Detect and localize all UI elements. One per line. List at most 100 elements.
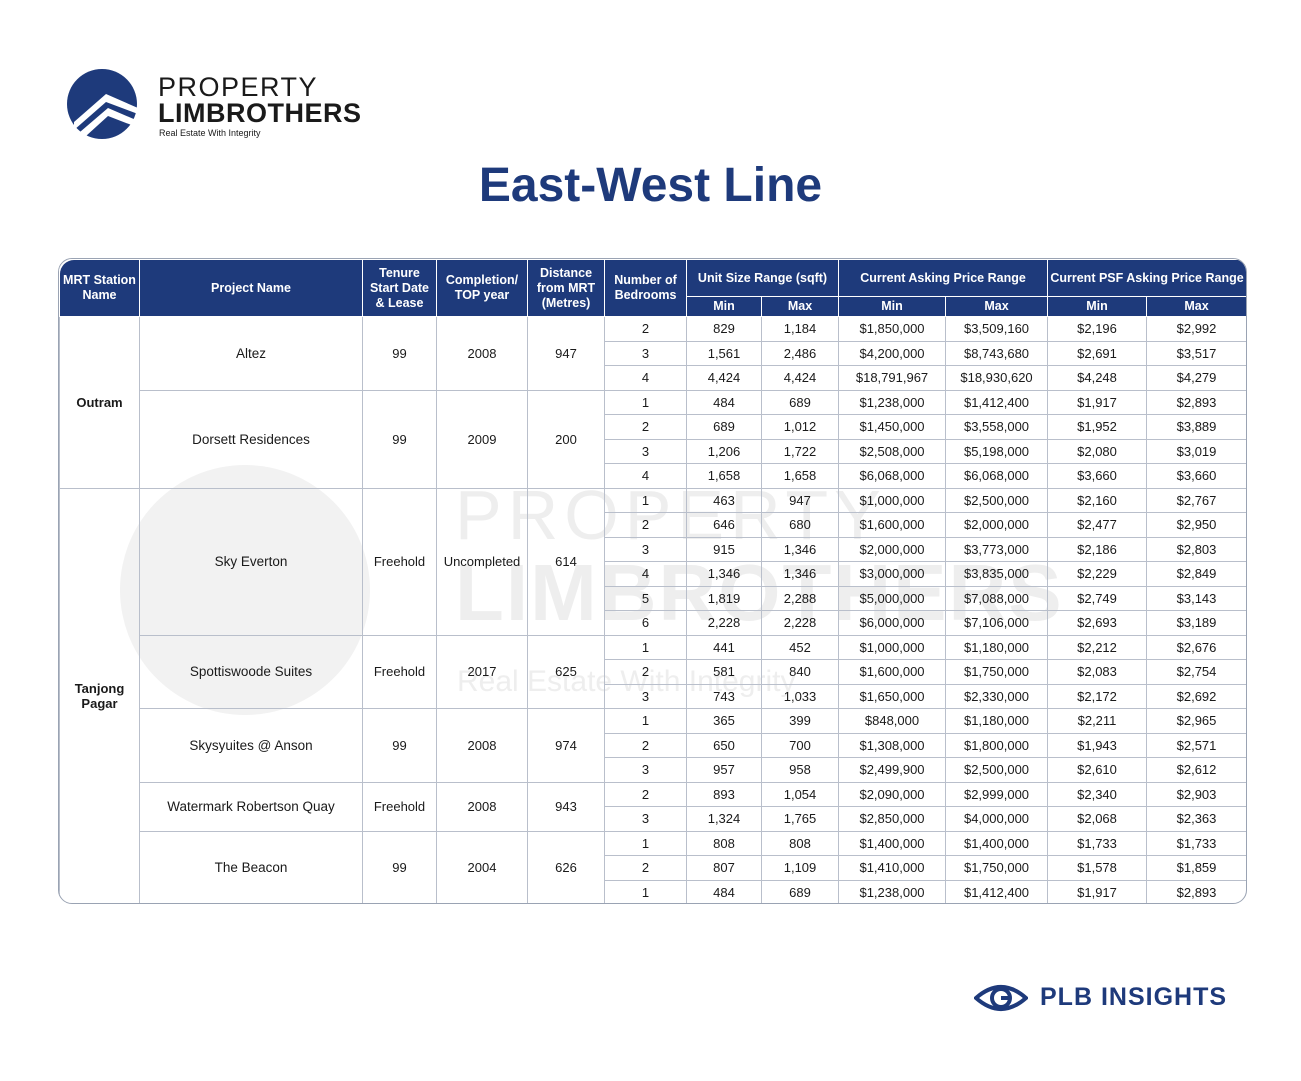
asking-max-cell: $7,088,000 [945,585,1049,611]
header-asking-price: Current Asking Price Range [838,259,1049,297]
bedrooms-cell: 3 [604,806,687,832]
psf-max-cell: $3,517 [1146,340,1246,366]
asking-min-cell: $2,850,000 [838,806,947,832]
psf-max-cell: $2,893 [1146,389,1246,415]
psf-min-cell: $2,083 [1047,659,1148,685]
unit-size-max-cell: 1,109 [760,855,840,881]
table-row: 2 646 680 $1,600,000 $2,000,000 $2,477 $2,950 [60,512,1246,538]
bedrooms-cell: 5 [604,585,687,611]
psf-min-cell: $2,477 [1047,512,1148,538]
unit-size-min-cell: 581 [686,659,762,685]
unit-size-max-cell: 689 [760,389,840,415]
header-unit-size: Unit Size Range (sqft) [685,259,840,297]
asking-min-cell: $6,068,000 [838,463,947,489]
unit-size-max-cell: 2,486 [760,340,840,366]
header-project: Project Name [139,259,363,317]
psf-min-cell: $2,693 [1047,610,1148,636]
asking-max-cell: $2,000,000 [945,512,1049,538]
unit-size-max-cell: 808 [760,830,840,856]
psf-max-cell: $2,676 [1146,634,1246,660]
table-row: Watermark Robertson Quay Freehold 2008 943 2… [60,781,1246,832]
psf-min-cell: $2,610 [1047,757,1148,783]
psf-max-cell: $2,893 [1146,879,1246,903]
asking-max-cell: $6,068,000 [945,463,1049,489]
project-name-cell: The Beacon [139,830,363,903]
completion-cell: 2004 [436,830,528,903]
unit-size-max-cell: 4,424 [760,365,840,391]
bedrooms-cell: 3 [604,340,687,366]
tenure-cell: Freehold [362,634,437,709]
asking-min-cell: $1,850,000 [838,316,947,342]
unit-size-min-cell: 915 [686,536,762,562]
asking-min-cell: $848,000 [838,708,947,734]
page-title: East-West Line [478,159,823,212]
unit-size-min-cell: 1,819 [686,585,762,611]
header-bedrooms: Number of Bedrooms [604,259,687,317]
distance-cell: 625 [527,634,605,709]
asking-max-cell: $1,180,000 [945,634,1049,660]
header-station: MRT Station Name [59,259,140,317]
psf-min-cell: $1,917 [1047,879,1148,903]
psf-max-cell: $1,733 [1146,830,1246,856]
header-max: Max [945,296,1049,317]
project-name-cell: Altez [139,316,363,391]
unit-size-min-cell: 1,346 [686,561,762,587]
asking-min-cell: $1,600,000 [838,512,947,538]
unit-size-max-cell: 689 [760,879,840,903]
tenure-cell: Freehold [362,487,437,636]
unit-size-min-cell: 808 [686,830,762,856]
asking-min-cell: $1,000,000 [838,634,947,660]
unit-size-min-cell: 1,206 [686,438,762,464]
unit-size-max-cell: 1,054 [760,781,840,807]
asking-max-cell: $1,800,000 [945,732,1049,758]
asking-max-cell: $4,000,000 [945,806,1049,832]
unit-size-min-cell: 743 [686,683,762,709]
table-row: Outram Altez 99 2008 947 2 829 1,184 $1,850,000 $… [59,316,1246,489]
house-logo-icon [67,69,138,139]
asking-max-cell: $2,999,000 [945,781,1049,807]
unit-size-max-cell: 700 [760,732,840,758]
asking-min-cell: $1,410,000 [838,855,947,881]
project-name-cell: Dorsett Residences [139,389,363,489]
asking-min-cell: $1,650,000 [838,683,947,709]
station-name-cell: Tanjong Pagar [59,487,140,903]
unit-size-min-cell: 646 [686,512,762,538]
table-row: 2 807 1,109 $1,410,000 $1,750,000 $1,578 $1,85… [60,855,1246,881]
bedrooms-cell: 2 [604,316,687,342]
project-name-cell: Sky Everton [139,487,363,636]
bedrooms-cell: 2 [604,781,687,807]
header-max: Max [760,296,840,317]
bedrooms-cell: 2 [604,414,687,440]
unit-size-min-cell: 689 [686,414,762,440]
distance-cell: 947 [527,316,605,391]
unit-size-min-cell: 2,228 [686,610,762,636]
asking-max-cell: $1,400,000 [945,830,1049,856]
asking-max-cell: $1,750,000 [945,659,1049,685]
table-row: 4 4,424 4,424 $18,791,967 $18,930,620 $4,248 $… [60,365,1246,391]
table-row: 2 581 840 $1,600,000 $1,750,000 $2,083 $2,754 [60,659,1246,685]
psf-min-cell: $2,186 [1047,536,1148,562]
bedrooms-cell: 2 [604,659,687,685]
asking-min-cell: $4,200,000 [838,340,947,366]
unit-size-max-cell: 1,346 [760,561,840,587]
psf-min-cell: $2,212 [1047,634,1148,660]
table-row: 2 650 700 $1,308,000 $1,800,000 $1,943 $2,571 [60,732,1246,758]
asking-max-cell: $1,180,000 [945,708,1049,734]
psf-min-cell: $2,080 [1047,438,1148,464]
psf-max-cell: $2,571 [1146,732,1246,758]
asking-min-cell: $1,400,000 [838,830,947,856]
bedrooms-cell: 2 [604,512,687,538]
bedrooms-cell: 1 [604,487,687,513]
unit-size-min-cell: 1,324 [686,806,762,832]
psf-max-cell: $2,612 [1146,757,1246,783]
psf-min-cell: $2,691 [1047,340,1148,366]
bedrooms-cell: 4 [604,463,687,489]
psf-min-cell: $2,229 [1047,561,1148,587]
asking-min-cell: $6,000,000 [838,610,947,636]
plb-insights-logo: PLB INSIGHTS [974,980,1244,1016]
table-row: 1 484 689 $1,238,000 $1,412,400 $1,917 $2,893 [60,879,1246,903]
bedrooms-cell: 3 [604,757,687,783]
psf-min-cell: $1,943 [1047,732,1148,758]
asking-max-cell: $1,412,400 [945,389,1049,415]
header-completion: Completion/ TOP year [436,259,528,317]
